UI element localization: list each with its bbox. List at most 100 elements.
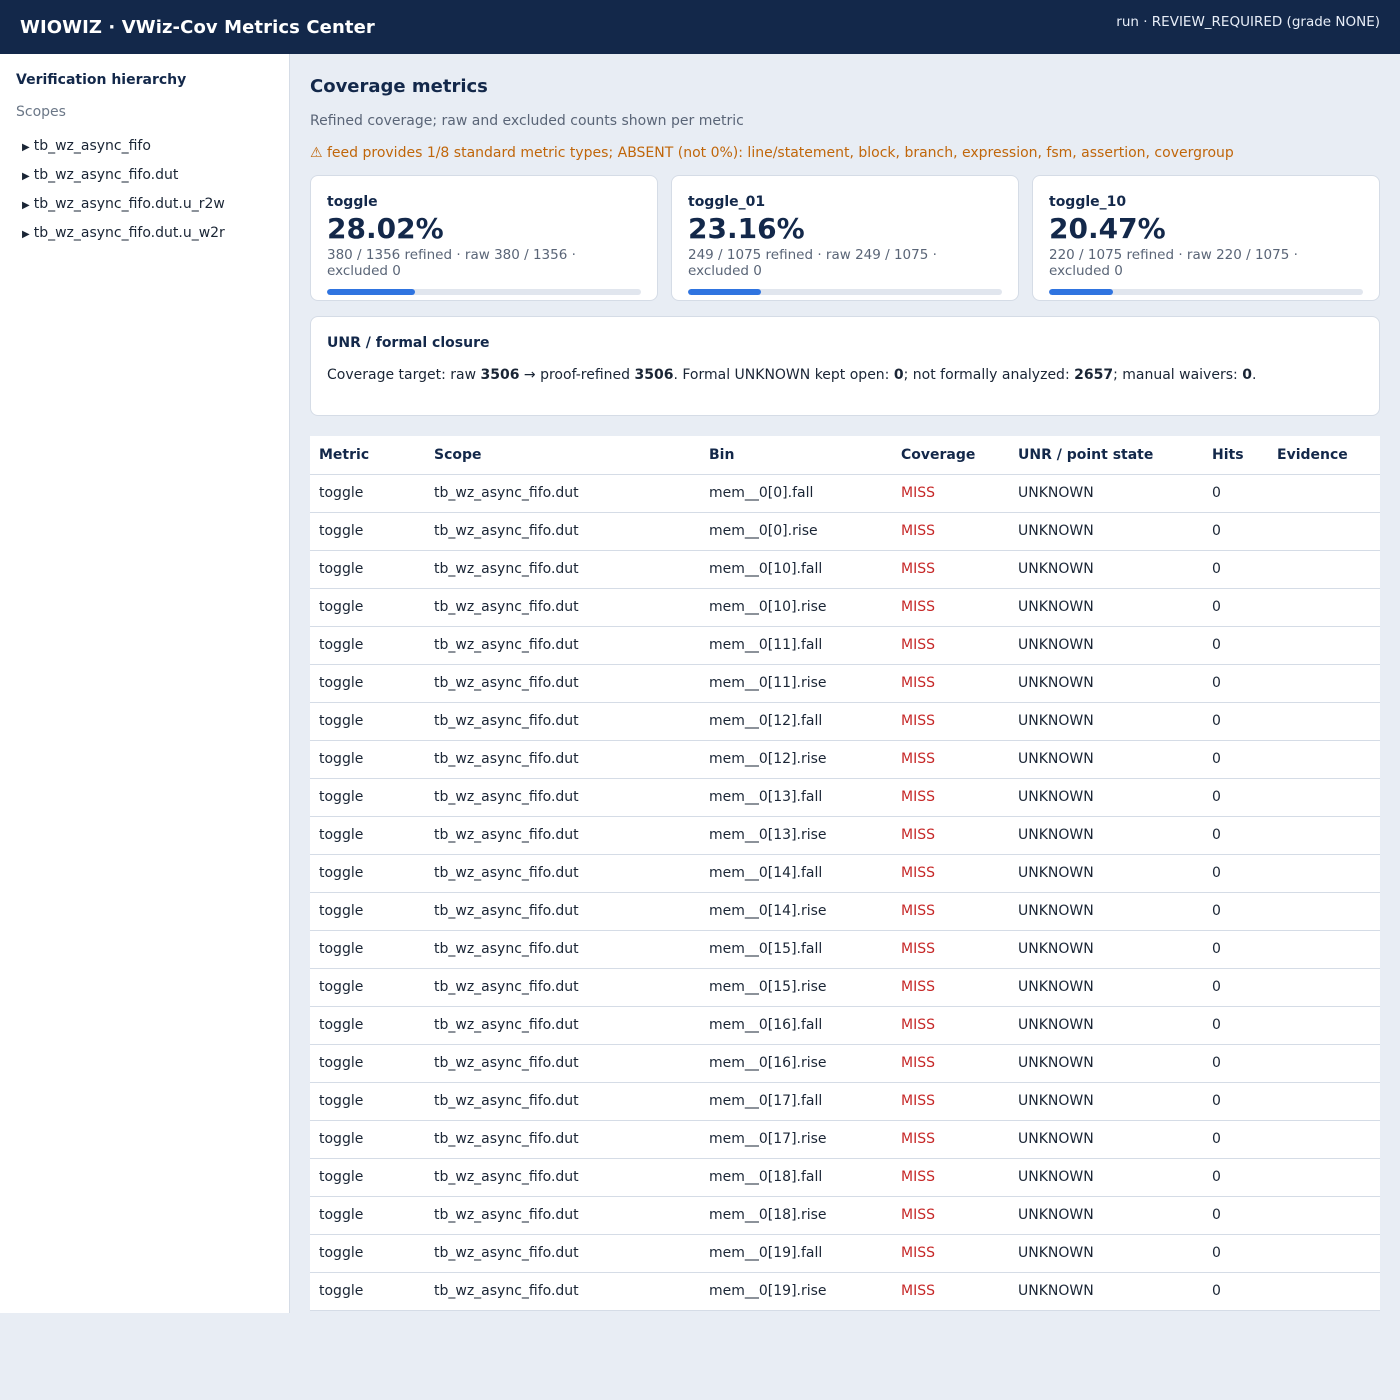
- not-analyzed-value: 2657: [1074, 367, 1114, 383]
- cell-evidence: [1268, 968, 1380, 1007]
- cell-hits: 0: [1203, 740, 1268, 779]
- cell-bin: mem__0[15].fall: [700, 930, 892, 969]
- cell-scope: tb_wz_async_fifo.dut: [425, 968, 700, 1007]
- cell-bin: mem__0[14].fall: [700, 854, 892, 893]
- cell-unr-state: UNKNOWN: [1009, 854, 1203, 893]
- col-coverage[interactable]: Coverage: [892, 436, 1009, 475]
- sidebar-heading: Verification hierarchy: [16, 72, 187, 88]
- caret-right-icon: ▶: [22, 229, 30, 240]
- cell-hits: 0: [1203, 702, 1268, 741]
- table-row[interactable]: toggle tb_wz_async_fifo.dut mem__0[16].fal…: [310, 1006, 1380, 1045]
- cell-scope: tb_wz_async_fifo.dut: [425, 512, 700, 551]
- col-hits[interactable]: Hits: [1203, 436, 1268, 475]
- metric-name: toggle_10: [1049, 194, 1127, 210]
- cell-metric: toggle: [310, 1272, 425, 1311]
- cell-coverage: MISS: [892, 702, 1009, 741]
- cell-hits: 0: [1203, 512, 1268, 551]
- cell-metric: toggle: [310, 854, 425, 893]
- cell-bin: mem__0[12].fall: [700, 702, 892, 741]
- table-row[interactable]: toggle tb_wz_async_fifo.dut mem__0[13].fal…: [310, 778, 1380, 817]
- table-row[interactable]: toggle tb_wz_async_fifo.dut mem__0[11].ris…: [310, 664, 1380, 703]
- cell-metric: toggle: [310, 588, 425, 627]
- cell-evidence: [1268, 816, 1380, 855]
- metric-counts: 380 / 1356 refined · raw 380 / 1356 · ex…: [327, 247, 576, 279]
- cell-evidence: [1268, 1044, 1380, 1083]
- cell-scope: tb_wz_async_fifo.dut: [425, 664, 700, 703]
- unr-title: UNR / formal closure: [327, 335, 490, 351]
- cell-scope: tb_wz_async_fifo.dut: [425, 474, 700, 513]
- cell-hits: 0: [1203, 968, 1268, 1007]
- table-row[interactable]: toggle tb_wz_async_fifo.dut mem__0[17].ris…: [310, 1120, 1380, 1159]
- table-row[interactable]: toggle tb_wz_async_fifo.dut mem__0[16].ris…: [310, 1044, 1380, 1083]
- page-title: Coverage metrics: [310, 76, 488, 97]
- top-bar: WIOWIZ · VWiz-Cov Metrics Center run · R…: [0, 0, 1400, 54]
- table-row[interactable]: toggle tb_wz_async_fifo.dut mem__0[12].fal…: [310, 702, 1380, 741]
- table-row[interactable]: toggle tb_wz_async_fifo.dut mem__0[14].ris…: [310, 892, 1380, 931]
- cell-unr-state: UNKNOWN: [1009, 1082, 1203, 1121]
- raw-target-value: 3506: [480, 367, 520, 383]
- table-row[interactable]: toggle tb_wz_async_fifo.dut mem__0[18].fal…: [310, 1158, 1380, 1197]
- cell-scope: tb_wz_async_fifo.dut: [425, 1120, 700, 1159]
- col-bin[interactable]: Bin: [700, 436, 892, 475]
- scope-item[interactable]: ▶ tb_wz_async_fifo: [16, 138, 273, 167]
- table-header-row: Metric Scope Bin Coverage UNR / point st…: [310, 436, 1380, 475]
- col-scope[interactable]: Scope: [425, 436, 700, 475]
- cell-unr-state: UNKNOWN: [1009, 816, 1203, 855]
- cell-bin: mem__0[17].rise: [700, 1120, 892, 1159]
- cell-coverage: MISS: [892, 854, 1009, 893]
- cell-metric: toggle: [310, 1044, 425, 1083]
- table-row[interactable]: toggle tb_wz_async_fifo.dut mem__0[13].ris…: [310, 816, 1380, 855]
- cell-metric: toggle: [310, 550, 425, 589]
- cell-coverage: MISS: [892, 1272, 1009, 1311]
- cell-metric: toggle: [310, 968, 425, 1007]
- col-metric[interactable]: Metric: [310, 436, 425, 475]
- table-row[interactable]: toggle tb_wz_async_fifo.dut mem__0[14].fal…: [310, 854, 1380, 893]
- page-description: Refined coverage; raw and excluded count…: [310, 113, 744, 129]
- table-row[interactable]: toggle tb_wz_async_fifo.dut mem__0[15].fal…: [310, 930, 1380, 969]
- table-row[interactable]: toggle tb_wz_async_fifo.dut mem__0[18].ris…: [310, 1196, 1380, 1235]
- table-row[interactable]: toggle tb_wz_async_fifo.dut mem__0[19].fal…: [310, 1234, 1380, 1273]
- cell-scope: tb_wz_async_fifo.dut: [425, 1044, 700, 1083]
- cell-bin: mem__0[19].rise: [700, 1272, 892, 1311]
- progress-fill: [1049, 289, 1114, 295]
- table-row[interactable]: toggle tb_wz_async_fifo.dut mem__0[15].ris…: [310, 968, 1380, 1007]
- table-row[interactable]: toggle tb_wz_async_fifo.dut mem__0[0].fall…: [310, 474, 1380, 513]
- table-row[interactable]: toggle tb_wz_async_fifo.dut mem__0[19].ris…: [310, 1272, 1380, 1311]
- scope-item[interactable]: ▶ tb_wz_async_fifo.dut.u_w2r: [16, 225, 273, 254]
- table-row[interactable]: toggle tb_wz_async_fifo.dut mem__0[10].fal…: [310, 550, 1380, 589]
- sidebar-subheading: Scopes: [16, 104, 66, 120]
- metric-name: toggle: [327, 194, 378, 210]
- cell-evidence: [1268, 778, 1380, 817]
- cell-unr-state: UNKNOWN: [1009, 588, 1203, 627]
- table-row[interactable]: toggle tb_wz_async_fifo.dut mem__0[11].fal…: [310, 626, 1380, 665]
- cell-coverage: MISS: [892, 664, 1009, 703]
- table-row[interactable]: toggle tb_wz_async_fifo.dut mem__0[17].fal…: [310, 1082, 1380, 1121]
- metric-card-toggle-10: toggle_10 20.47% 220 / 1075 refined · ra…: [1032, 175, 1380, 301]
- cell-scope: tb_wz_async_fifo.dut: [425, 550, 700, 589]
- cell-scope: tb_wz_async_fifo.dut: [425, 930, 700, 969]
- table-row[interactable]: toggle tb_wz_async_fifo.dut mem__0[12].ris…: [310, 740, 1380, 779]
- cell-scope: tb_wz_async_fifo.dut: [425, 588, 700, 627]
- cell-bin: mem__0[12].rise: [700, 740, 892, 779]
- scope-item[interactable]: ▶ tb_wz_async_fifo.dut.u_r2w: [16, 196, 273, 225]
- col-evidence[interactable]: Evidence: [1268, 436, 1380, 475]
- cell-evidence: [1268, 702, 1380, 741]
- table-row[interactable]: toggle tb_wz_async_fifo.dut mem__0[0].rise…: [310, 512, 1380, 551]
- absent-metrics-warning: ⚠ feed provides 1/8 standard metric type…: [310, 145, 1234, 161]
- cell-bin: mem__0[11].fall: [700, 626, 892, 665]
- scope-item[interactable]: ▶ tb_wz_async_fifo.dut: [16, 167, 273, 196]
- cell-evidence: [1268, 1234, 1380, 1273]
- cell-coverage: MISS: [892, 740, 1009, 779]
- cell-bin: mem__0[16].fall: [700, 1006, 892, 1045]
- col-unr-state[interactable]: UNR / point state: [1009, 436, 1203, 475]
- metric-cards: toggle 28.02% 380 / 1356 refined · raw 3…: [310, 175, 1380, 301]
- cell-unr-state: UNKNOWN: [1009, 1044, 1203, 1083]
- progress-bar: [327, 289, 641, 295]
- cell-unr-state: UNKNOWN: [1009, 626, 1203, 665]
- cell-scope: tb_wz_async_fifo.dut: [425, 1234, 700, 1273]
- table-row[interactable]: toggle tb_wz_async_fifo.dut mem__0[10].ris…: [310, 588, 1380, 627]
- progress-fill: [688, 289, 761, 295]
- unr-text: Coverage target: raw: [327, 367, 481, 383]
- scope-label: tb_wz_async_fifo.dut: [33, 167, 179, 183]
- cell-evidence: [1268, 1158, 1380, 1197]
